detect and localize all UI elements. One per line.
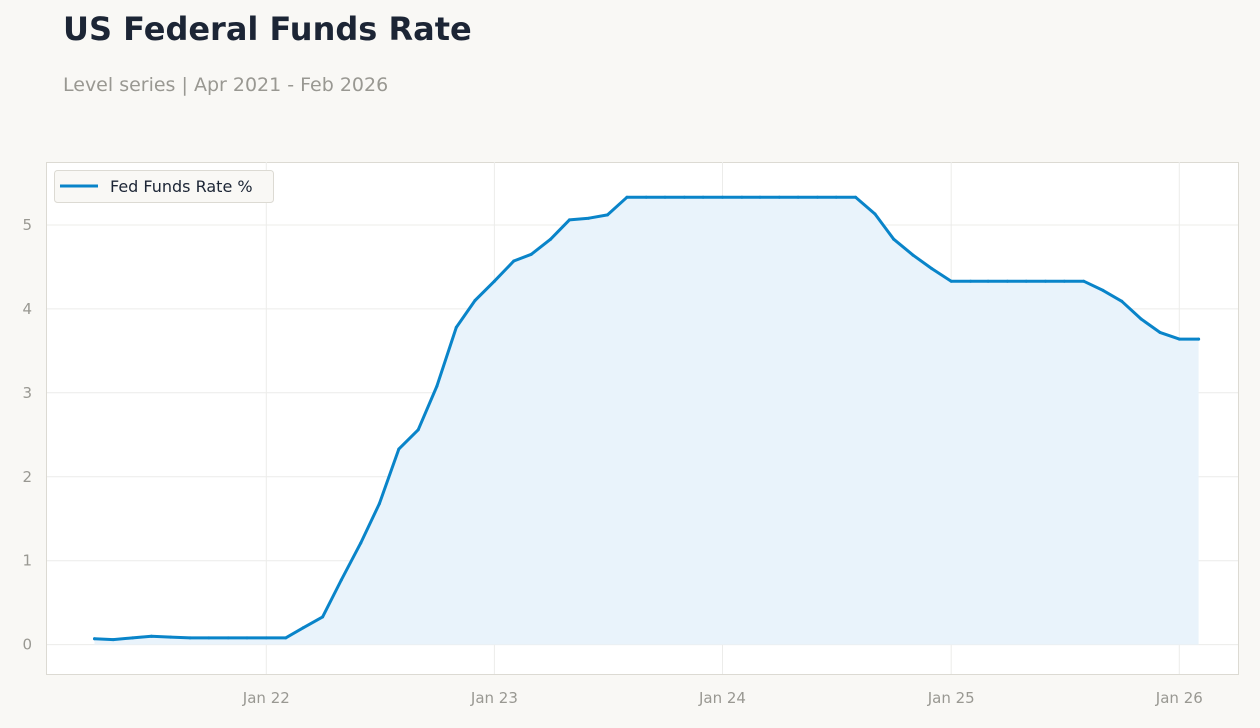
y-tick-label: 2 — [22, 468, 32, 486]
data-point — [1197, 337, 1201, 341]
data-point — [663, 195, 667, 199]
data-point — [949, 279, 953, 283]
series-area-fill — [94, 197, 1199, 645]
data-point — [529, 252, 533, 256]
data-point — [834, 195, 838, 199]
data-point — [321, 615, 325, 619]
data-point — [892, 237, 896, 241]
data-point — [1044, 279, 1047, 283]
data-point — [740, 195, 744, 199]
data-point — [1101, 288, 1105, 292]
y-tick-label: 0 — [22, 636, 32, 654]
data-point — [111, 638, 115, 642]
data-point — [1062, 279, 1066, 283]
data-point — [416, 428, 420, 432]
legend-box — [54, 170, 274, 203]
data-point — [816, 195, 819, 199]
data-point — [701, 195, 705, 199]
x-tick-label: Jan 26 — [1155, 689, 1203, 707]
data-point — [245, 636, 249, 640]
data-point — [969, 279, 973, 283]
y-tick-label: 5 — [22, 216, 32, 234]
data-point — [854, 195, 858, 199]
chart-title: US Federal Funds Rate — [63, 10, 472, 48]
legend: Fed Funds Rate % — [54, 170, 274, 203]
data-point — [93, 637, 96, 641]
data-point — [454, 325, 458, 329]
data-point — [492, 279, 496, 283]
x-tick-label: Jan 22 — [242, 689, 290, 707]
data-point — [567, 218, 571, 222]
axis-labels: 0 1 2 3 4 5 Jan 22 Jan 23 Jan 24 Jan 25 Jan 26 — [22, 216, 1202, 707]
data-point — [188, 636, 192, 640]
data-point — [549, 237, 553, 241]
x-tick-label: Jan 23 — [470, 689, 518, 707]
data-point — [758, 195, 762, 199]
data-point — [644, 195, 648, 199]
legend-label: Fed Funds Rate % — [110, 177, 253, 196]
x-tick-label: Jan 25 — [927, 689, 975, 707]
data-point — [606, 213, 609, 217]
data-point — [682, 195, 686, 199]
data-point — [625, 195, 629, 199]
data-point — [721, 195, 724, 199]
data-point — [1139, 317, 1143, 321]
data-point — [1005, 279, 1009, 283]
data-point — [1177, 337, 1181, 341]
y-tick-label: 1 — [22, 552, 32, 570]
data-point — [1024, 279, 1028, 283]
data-point — [1120, 299, 1124, 303]
data-point — [473, 299, 477, 302]
y-tick-label: 4 — [22, 300, 32, 318]
data-point — [131, 636, 135, 640]
data-point — [986, 279, 990, 283]
data-point — [911, 253, 915, 257]
data-point — [1082, 279, 1086, 283]
data-point — [377, 502, 381, 506]
y-tick-label: 3 — [22, 384, 32, 402]
data-point — [796, 195, 800, 199]
data-point — [301, 626, 305, 630]
chart-subtitle: Level series | Apr 2021 - Feb 2026 — [63, 74, 389, 96]
data-point — [587, 216, 591, 220]
data-point — [169, 635, 173, 639]
data-points — [93, 195, 1201, 642]
data-point — [435, 384, 439, 388]
data-point — [359, 541, 363, 545]
data-point — [264, 636, 268, 640]
data-point — [930, 267, 934, 271]
data-point — [873, 212, 877, 216]
data-point — [512, 259, 516, 263]
data-point — [777, 195, 781, 199]
data-point — [149, 634, 153, 638]
data-point — [339, 578, 343, 582]
data-point — [1158, 330, 1162, 334]
data-point — [226, 636, 230, 640]
x-tick-label: Jan 24 — [698, 689, 746, 707]
data-point — [284, 636, 288, 640]
data-point — [207, 636, 211, 640]
data-point — [397, 447, 401, 451]
